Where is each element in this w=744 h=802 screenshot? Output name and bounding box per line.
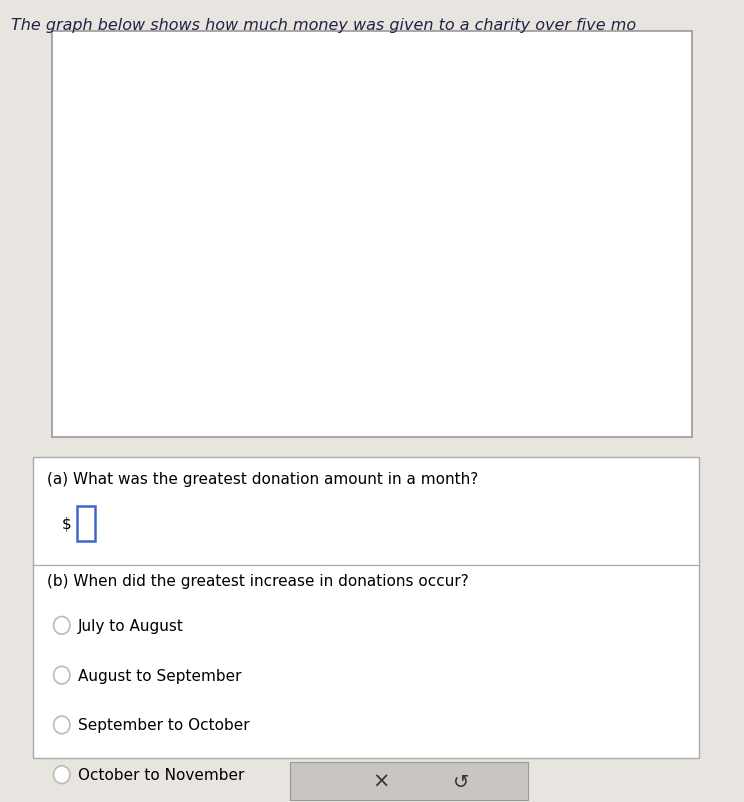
Y-axis label: Donation amount (in dollars): Donation amount (in dollars) <box>54 151 68 330</box>
Text: (b) When did the greatest increase in donations occur?: (b) When did the greatest increase in do… <box>47 573 469 589</box>
Text: October to November: October to November <box>78 768 245 782</box>
Text: ↺: ↺ <box>453 772 469 791</box>
Text: July to August: July to August <box>78 618 184 633</box>
Text: $: $ <box>62 516 71 531</box>
Text: ×: × <box>372 772 389 791</box>
Text: (a) What was the greatest donation amount in a month?: (a) What was the greatest donation amoun… <box>47 472 478 487</box>
Text: August to September: August to September <box>78 668 242 683</box>
Text: September to October: September to October <box>78 718 250 732</box>
Text: The graph below shows how much money was given to a charity over five mo: The graph below shows how much money was… <box>11 18 636 33</box>
Text: Month: Month <box>376 456 416 469</box>
